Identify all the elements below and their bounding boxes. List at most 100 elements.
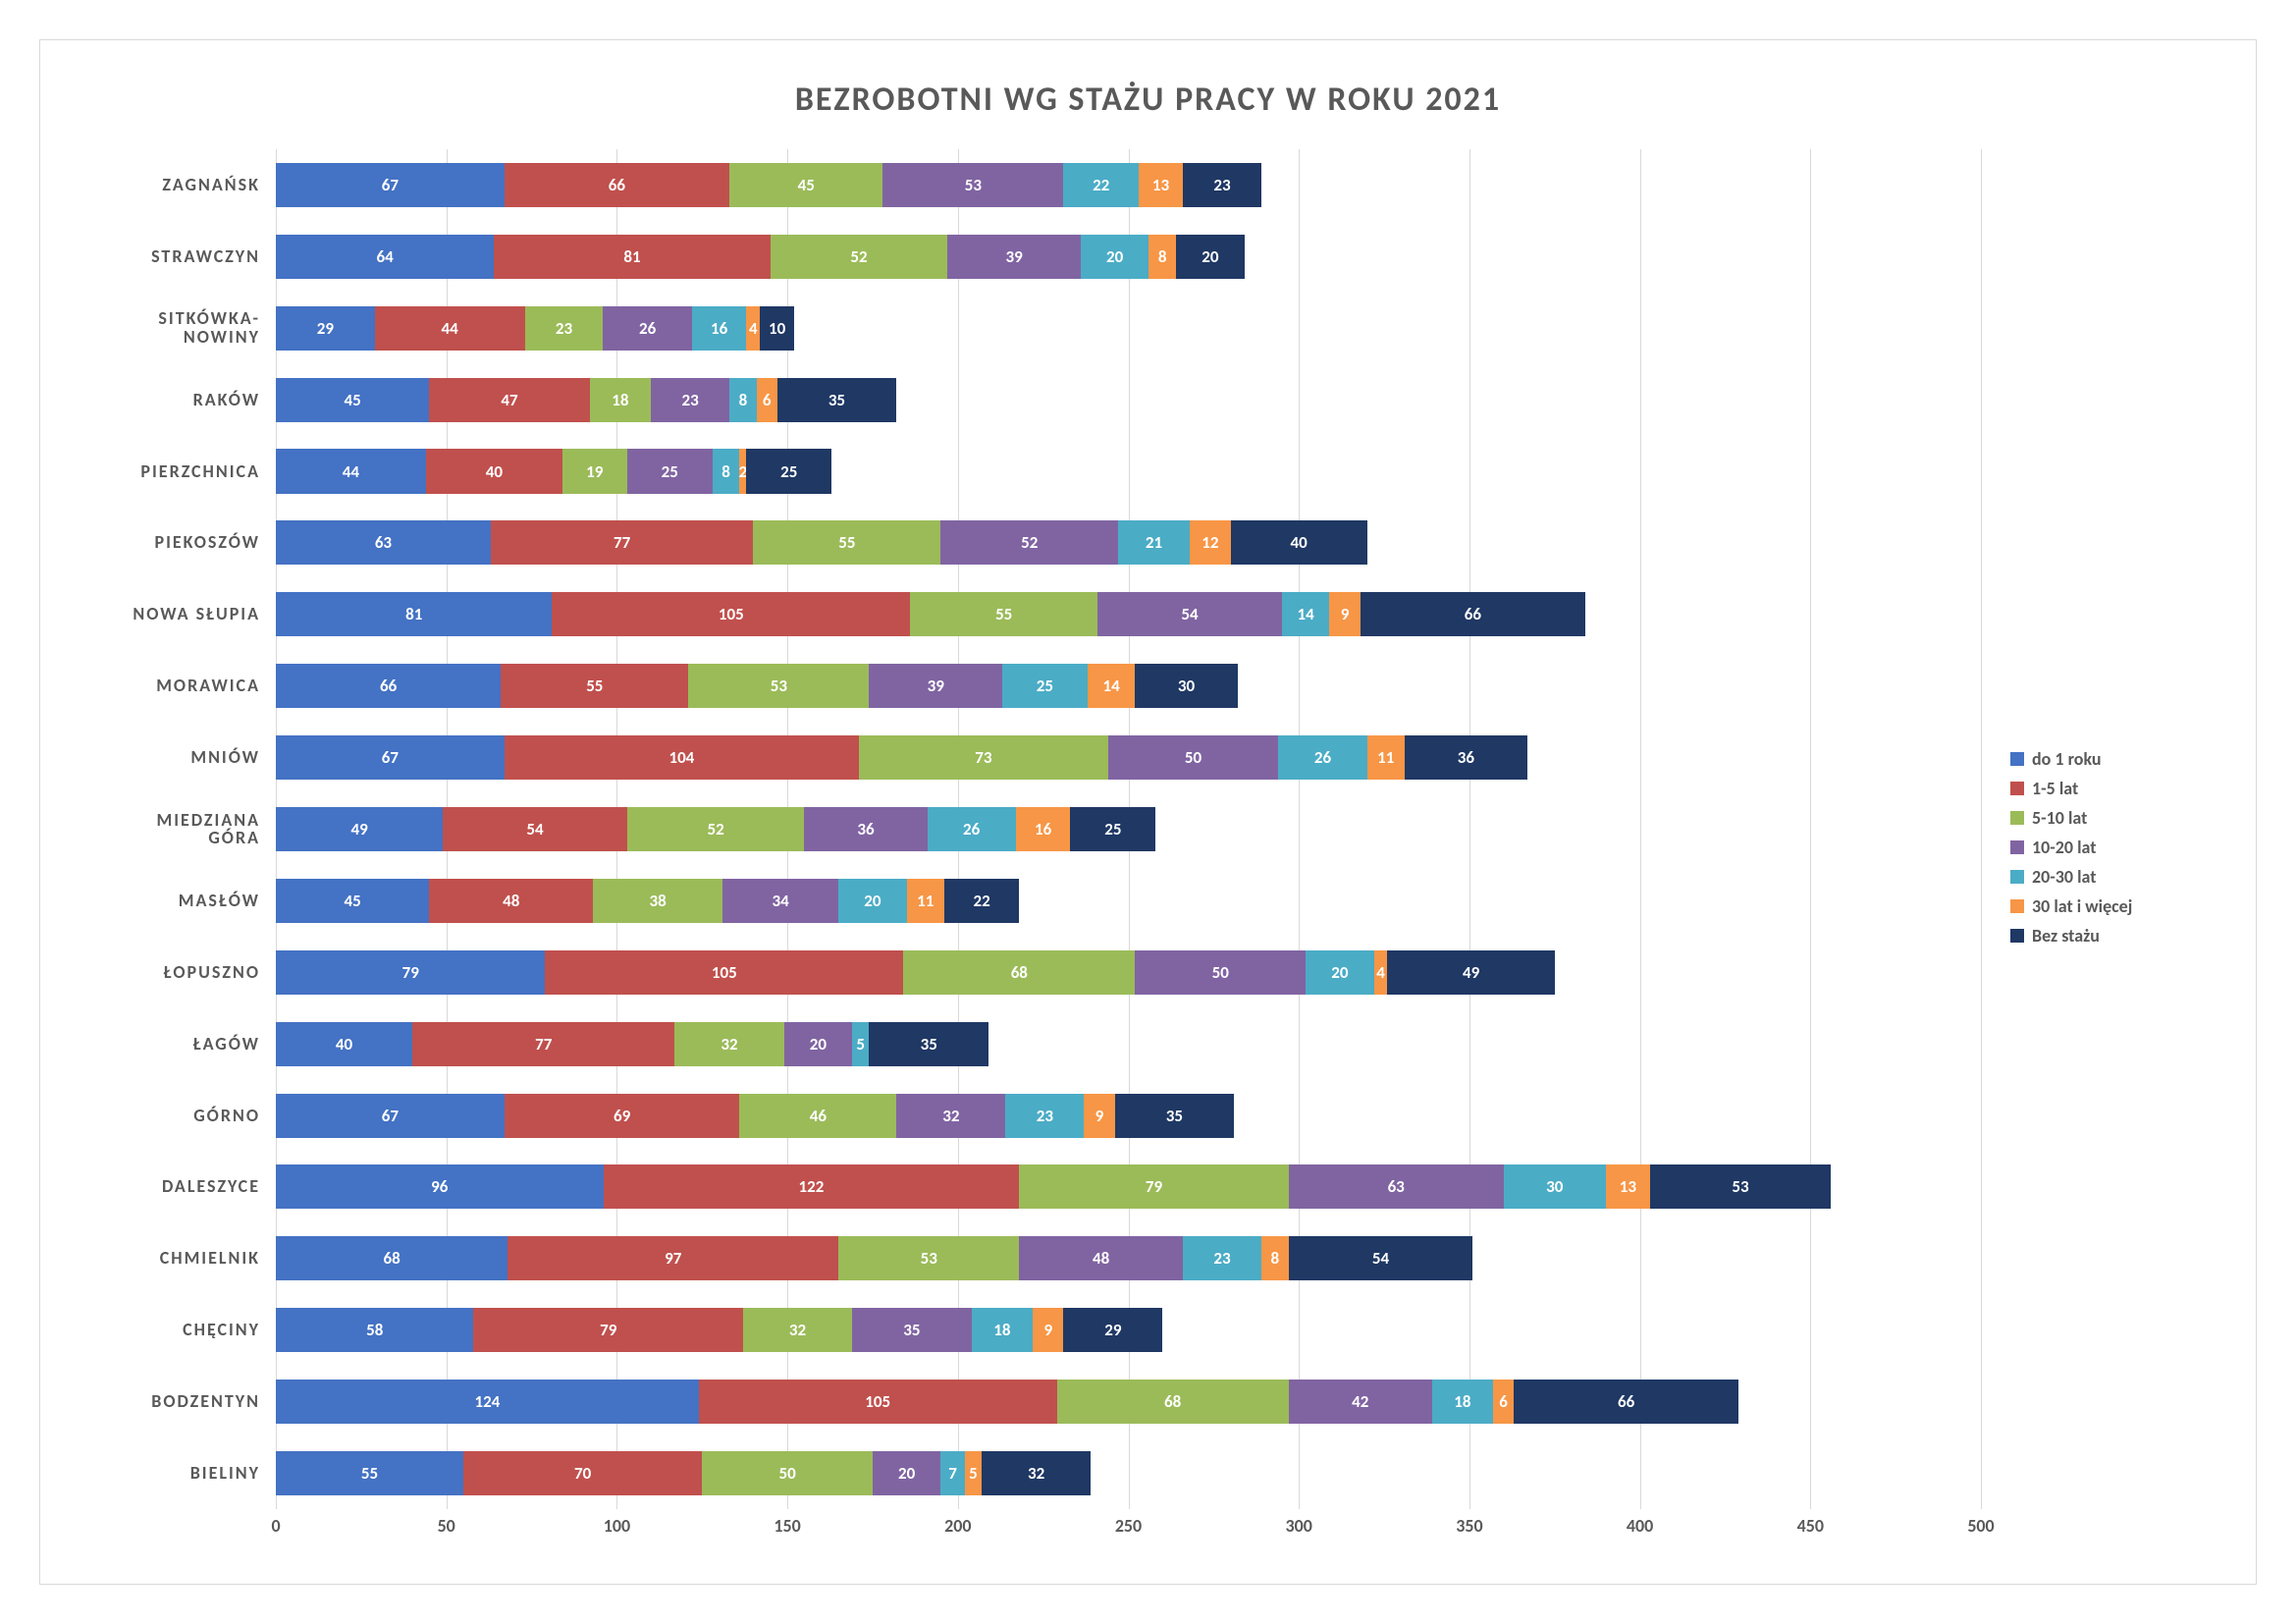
segment-value-label: 50 (778, 1463, 795, 1484)
segment-value-label: 63 (1388, 1176, 1405, 1197)
bar-row: 67664553221323 (276, 149, 1981, 221)
segment-value-label: 5 (856, 1034, 865, 1055)
bar-track: 6897534823854 (276, 1236, 1472, 1280)
bar-segment: 45 (729, 163, 882, 207)
bar-segment: 77 (491, 520, 753, 565)
segment-value-label: 20 (810, 1034, 827, 1055)
bar-segment: 22 (1063, 163, 1138, 207)
bar-segment: 23 (525, 306, 604, 351)
segment-value-label: 44 (442, 318, 458, 339)
segment-value-label: 122 (798, 1176, 824, 1197)
bar-segment: 48 (429, 879, 593, 923)
segment-value-label: 49 (350, 819, 367, 839)
bar-segment: 20 (873, 1451, 940, 1495)
bar-segment: 53 (838, 1236, 1019, 1280)
bar-segment: 36 (804, 807, 927, 851)
bar-segment: 53 (882, 163, 1063, 207)
bar-track: 6769463223935 (276, 1094, 1234, 1138)
bar-segment: 54 (1289, 1236, 1473, 1280)
bar-segment: 45 (276, 879, 429, 923)
bar-segment: 55 (910, 592, 1097, 636)
segment-value-label: 35 (903, 1320, 920, 1340)
segment-value-label: 32 (721, 1034, 737, 1055)
segment-value-label: 39 (928, 676, 944, 696)
bar-segment: 50 (1108, 735, 1279, 780)
segment-value-label: 6 (1499, 1391, 1508, 1412)
segment-value-label: 6 (763, 390, 772, 410)
segment-value-label: 44 (343, 461, 359, 482)
segment-value-label: 52 (708, 819, 724, 839)
segment-value-label: 8 (1158, 246, 1167, 267)
segment-value-label: 13 (1620, 1176, 1636, 1197)
bar-segment: 45 (276, 378, 429, 422)
bar-segment: 32 (982, 1451, 1091, 1495)
bar-row: 671047350261136 (276, 722, 1981, 793)
bar-segment: 4 (746, 306, 760, 351)
bar-track: 557050207532 (276, 1451, 1091, 1495)
category-label: CHĘCINY (80, 1294, 276, 1366)
x-tick-label: 100 (604, 1515, 630, 1537)
bar-segment: 67 (276, 163, 505, 207)
segment-value-label: 45 (345, 390, 361, 410)
bar-segment: 35 (869, 1022, 988, 1066)
segment-value-label: 45 (345, 891, 361, 911)
segment-value-label: 23 (556, 318, 572, 339)
bar-segment: 5 (852, 1022, 869, 1066)
segment-value-label: 35 (828, 390, 845, 410)
x-tick-label: 200 (944, 1515, 971, 1537)
bar-segment: 66 (505, 163, 729, 207)
segment-value-label: 13 (1152, 175, 1169, 195)
bar-segment: 67 (276, 735, 505, 780)
bar-row: 81105555414966 (276, 578, 1981, 650)
bar-segment: 49 (1387, 950, 1554, 995)
legend-label: 1-5 lat (2032, 778, 2078, 799)
bar-segment: 46 (739, 1094, 896, 1138)
legend-item: 5-10 lat (2010, 807, 2216, 829)
bar-segment: 66 (276, 664, 501, 708)
segment-value-label: 34 (773, 891, 789, 911)
segment-value-label: 66 (380, 676, 397, 696)
bar-row: 961227963301353 (276, 1151, 1981, 1222)
legend-item: do 1 roku (2010, 748, 2216, 770)
bar-track: 81105555414966 (276, 592, 1585, 636)
category-label: RAKÓW (80, 364, 276, 436)
bar-track: 444019258225 (276, 449, 831, 493)
segment-value-label: 32 (789, 1320, 806, 1340)
bar-row: 66555339251430 (276, 650, 1981, 722)
bar-segment: 124 (276, 1380, 699, 1424)
segment-value-label: 68 (1011, 962, 1028, 983)
segment-value-label: 23 (1037, 1106, 1053, 1126)
segment-value-label: 54 (1181, 604, 1198, 624)
segment-value-label: 23 (681, 390, 698, 410)
segment-value-label: 29 (1104, 1320, 1121, 1340)
category-label: BIELINY (80, 1437, 276, 1509)
segment-value-label: 79 (402, 962, 419, 983)
bar-segment: 67 (276, 1094, 505, 1138)
bar-segment: 48 (1019, 1236, 1183, 1280)
bar-segment: 55 (276, 1451, 463, 1495)
legend-label: 30 lat i więcej (2032, 895, 2132, 917)
category-label: ŁOPUSZNO (80, 937, 276, 1008)
segment-value-label: 68 (383, 1248, 400, 1269)
bar-segment: 105 (552, 592, 910, 636)
segment-value-label: 53 (771, 676, 787, 696)
bar-segment: 36 (1405, 735, 1527, 780)
bar-segment: 77 (412, 1022, 674, 1066)
x-tick-label: 350 (1456, 1515, 1482, 1537)
segment-value-label: 18 (612, 390, 628, 410)
segment-value-label: 69 (614, 1106, 630, 1126)
bar-segment: 8 (713, 449, 740, 493)
segment-value-label: 20 (1106, 246, 1123, 267)
bar-row: 6481523920820 (276, 221, 1981, 293)
bar-segment: 69 (505, 1094, 740, 1138)
bar-segment: 97 (507, 1236, 838, 1280)
legend-item: 1-5 lat (2010, 778, 2216, 799)
segment-value-label: 96 (431, 1176, 448, 1197)
chart-main: ZAGNAŃSKSTRAWCZYNSITKÓWKA-NOWINYRAKÓWPIE… (80, 149, 1981, 1544)
bar-segment: 105 (699, 1380, 1057, 1424)
bar-segment: 13 (1606, 1164, 1650, 1209)
legend-swatch (2010, 782, 2024, 795)
segment-value-label: 38 (649, 891, 666, 911)
bar-segment: 47 (429, 378, 589, 422)
segment-value-label: 35 (921, 1034, 937, 1055)
